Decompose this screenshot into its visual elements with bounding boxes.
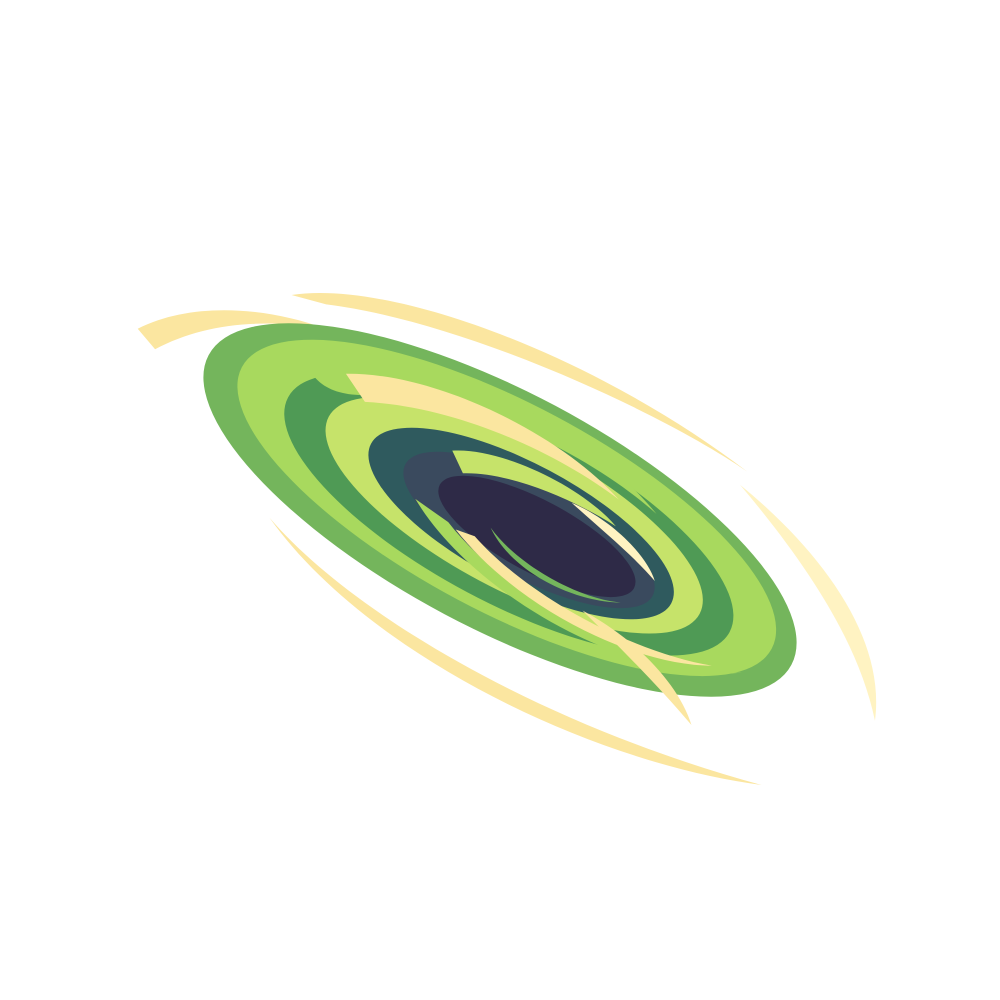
swirl-arm-2 [345, 373, 619, 500]
vortex-core [438, 475, 636, 598]
swirl-arm-5 [452, 450, 616, 527]
vortex-body [137, 293, 877, 785]
outer-streak-left [137, 310, 325, 350]
